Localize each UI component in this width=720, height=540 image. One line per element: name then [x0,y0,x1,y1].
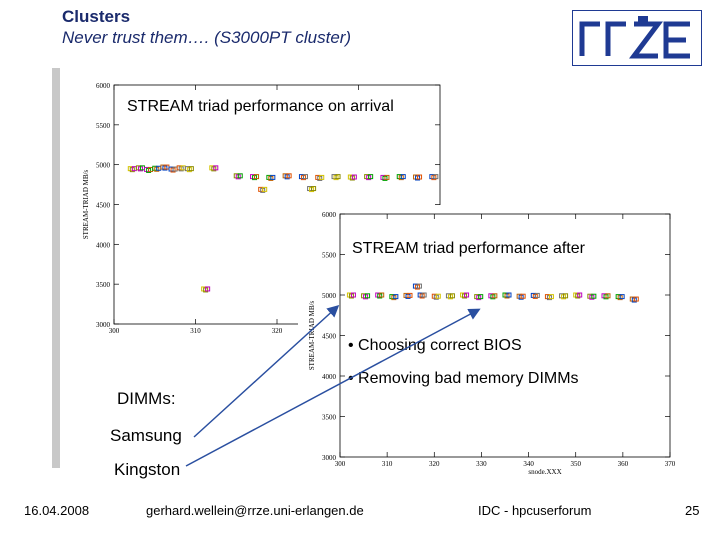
data-point [188,166,194,172]
y-tick-label: 5500 [96,122,111,130]
data-point [577,292,583,298]
x-tick-label: 350 [570,460,581,468]
data-point [254,174,260,180]
x-tick-label: 320 [272,327,283,335]
data-point [350,292,356,298]
data-point [384,174,390,180]
data-point [319,174,325,180]
x-tick-label: 310 [382,460,393,468]
x-tick-label: 360 [618,460,629,468]
x-tick-label: 320 [429,460,440,468]
data-point [605,293,611,299]
data-point [400,174,406,180]
data-point [213,165,219,171]
y-axis-label: STREAM-TRIAD MB/s [82,170,90,240]
data-point [379,292,385,298]
rrze-logo [571,9,703,67]
data-point [435,293,441,299]
data-point [205,286,211,292]
plot-after: 6000 5500 5000 4500 4000 3500 3000 300 310 320 330… [298,205,676,476]
y-tick-label: 3000 [322,454,337,462]
data-point [433,174,439,180]
data-point [270,174,276,180]
slide-title: Clusters [62,7,131,26]
footer-event: IDC - hpcuserforum [478,503,592,518]
x-tick-label: 340 [523,460,534,468]
data-point [365,293,371,299]
y-tick-label: 5500 [322,252,337,260]
data-point [449,293,455,299]
data-point [563,293,569,299]
x-tick-label: 300 [335,460,346,468]
data-point [416,283,422,289]
x-tick-label: 370 [665,460,676,468]
y-tick-label: 3000 [96,321,111,329]
data-point [407,292,413,298]
y-tick-label: 6000 [96,82,111,90]
x-axis-label: snode.XXX [528,468,561,475]
data-point [351,174,357,180]
data-point [534,292,540,298]
data-point [591,293,597,299]
footer-email: gerhard.wellein@rrze.uni-erlangen.de [146,503,364,518]
y-tick-label: 3500 [96,281,111,289]
arrow-kingston [185,308,481,467]
bullet-dimms: • Removing bad memory DIMMs [348,370,579,387]
y-tick-label: 4000 [96,241,111,249]
y-tick-label: 4500 [96,202,111,210]
data-point [393,294,399,300]
y-tick-label: 5000 [96,162,111,170]
data-point [633,296,639,302]
footer-page: 25 [685,503,700,518]
data-point [302,174,308,180]
data-point [421,292,427,298]
y-tick-label: 4000 [322,373,337,381]
plot-arrival-caption: STREAM triad performance on arrival [127,98,394,115]
footer-date: 16.04.2008 [24,503,90,518]
y-tick-label: 4500 [322,333,337,341]
plot-after-caption: STREAM triad performance after [352,240,585,257]
y-tick-label: 5000 [322,292,337,300]
samsung-label: Samsung [110,426,182,445]
data-point [311,186,317,192]
data-point [492,293,498,299]
y-axis-label: STREAM-TRIAD MB/s [308,301,316,371]
data-point [548,294,554,300]
dimms-label: DIMMs: [117,389,176,408]
data-point [262,186,268,192]
data-point [506,292,512,298]
data-point [464,292,470,298]
data-point [237,173,243,179]
data-point [286,173,292,179]
x-tick-label: 330 [476,460,487,468]
data-point [520,293,526,299]
data-point [478,294,484,300]
plot-shadow [52,68,60,468]
arrow-samsung [193,304,340,438]
x-tick-label: 310 [190,327,201,335]
bullet-bios: • Choosing correct BIOS [348,337,522,354]
data-point [417,174,423,180]
y-tick-label: 3500 [322,414,337,422]
x-tick-label: 300 [109,327,120,335]
slide-title-block: Clusters Never trust them…. (S3000PT clu… [62,6,351,48]
data-point [619,294,625,300]
kingston-label: Kingston [114,460,181,479]
data-point [368,174,374,180]
data-point [335,174,341,180]
y-tick-label: 6000 [322,211,337,219]
slide-subtitle: Never trust them…. (S3000PT cluster) [62,28,352,47]
